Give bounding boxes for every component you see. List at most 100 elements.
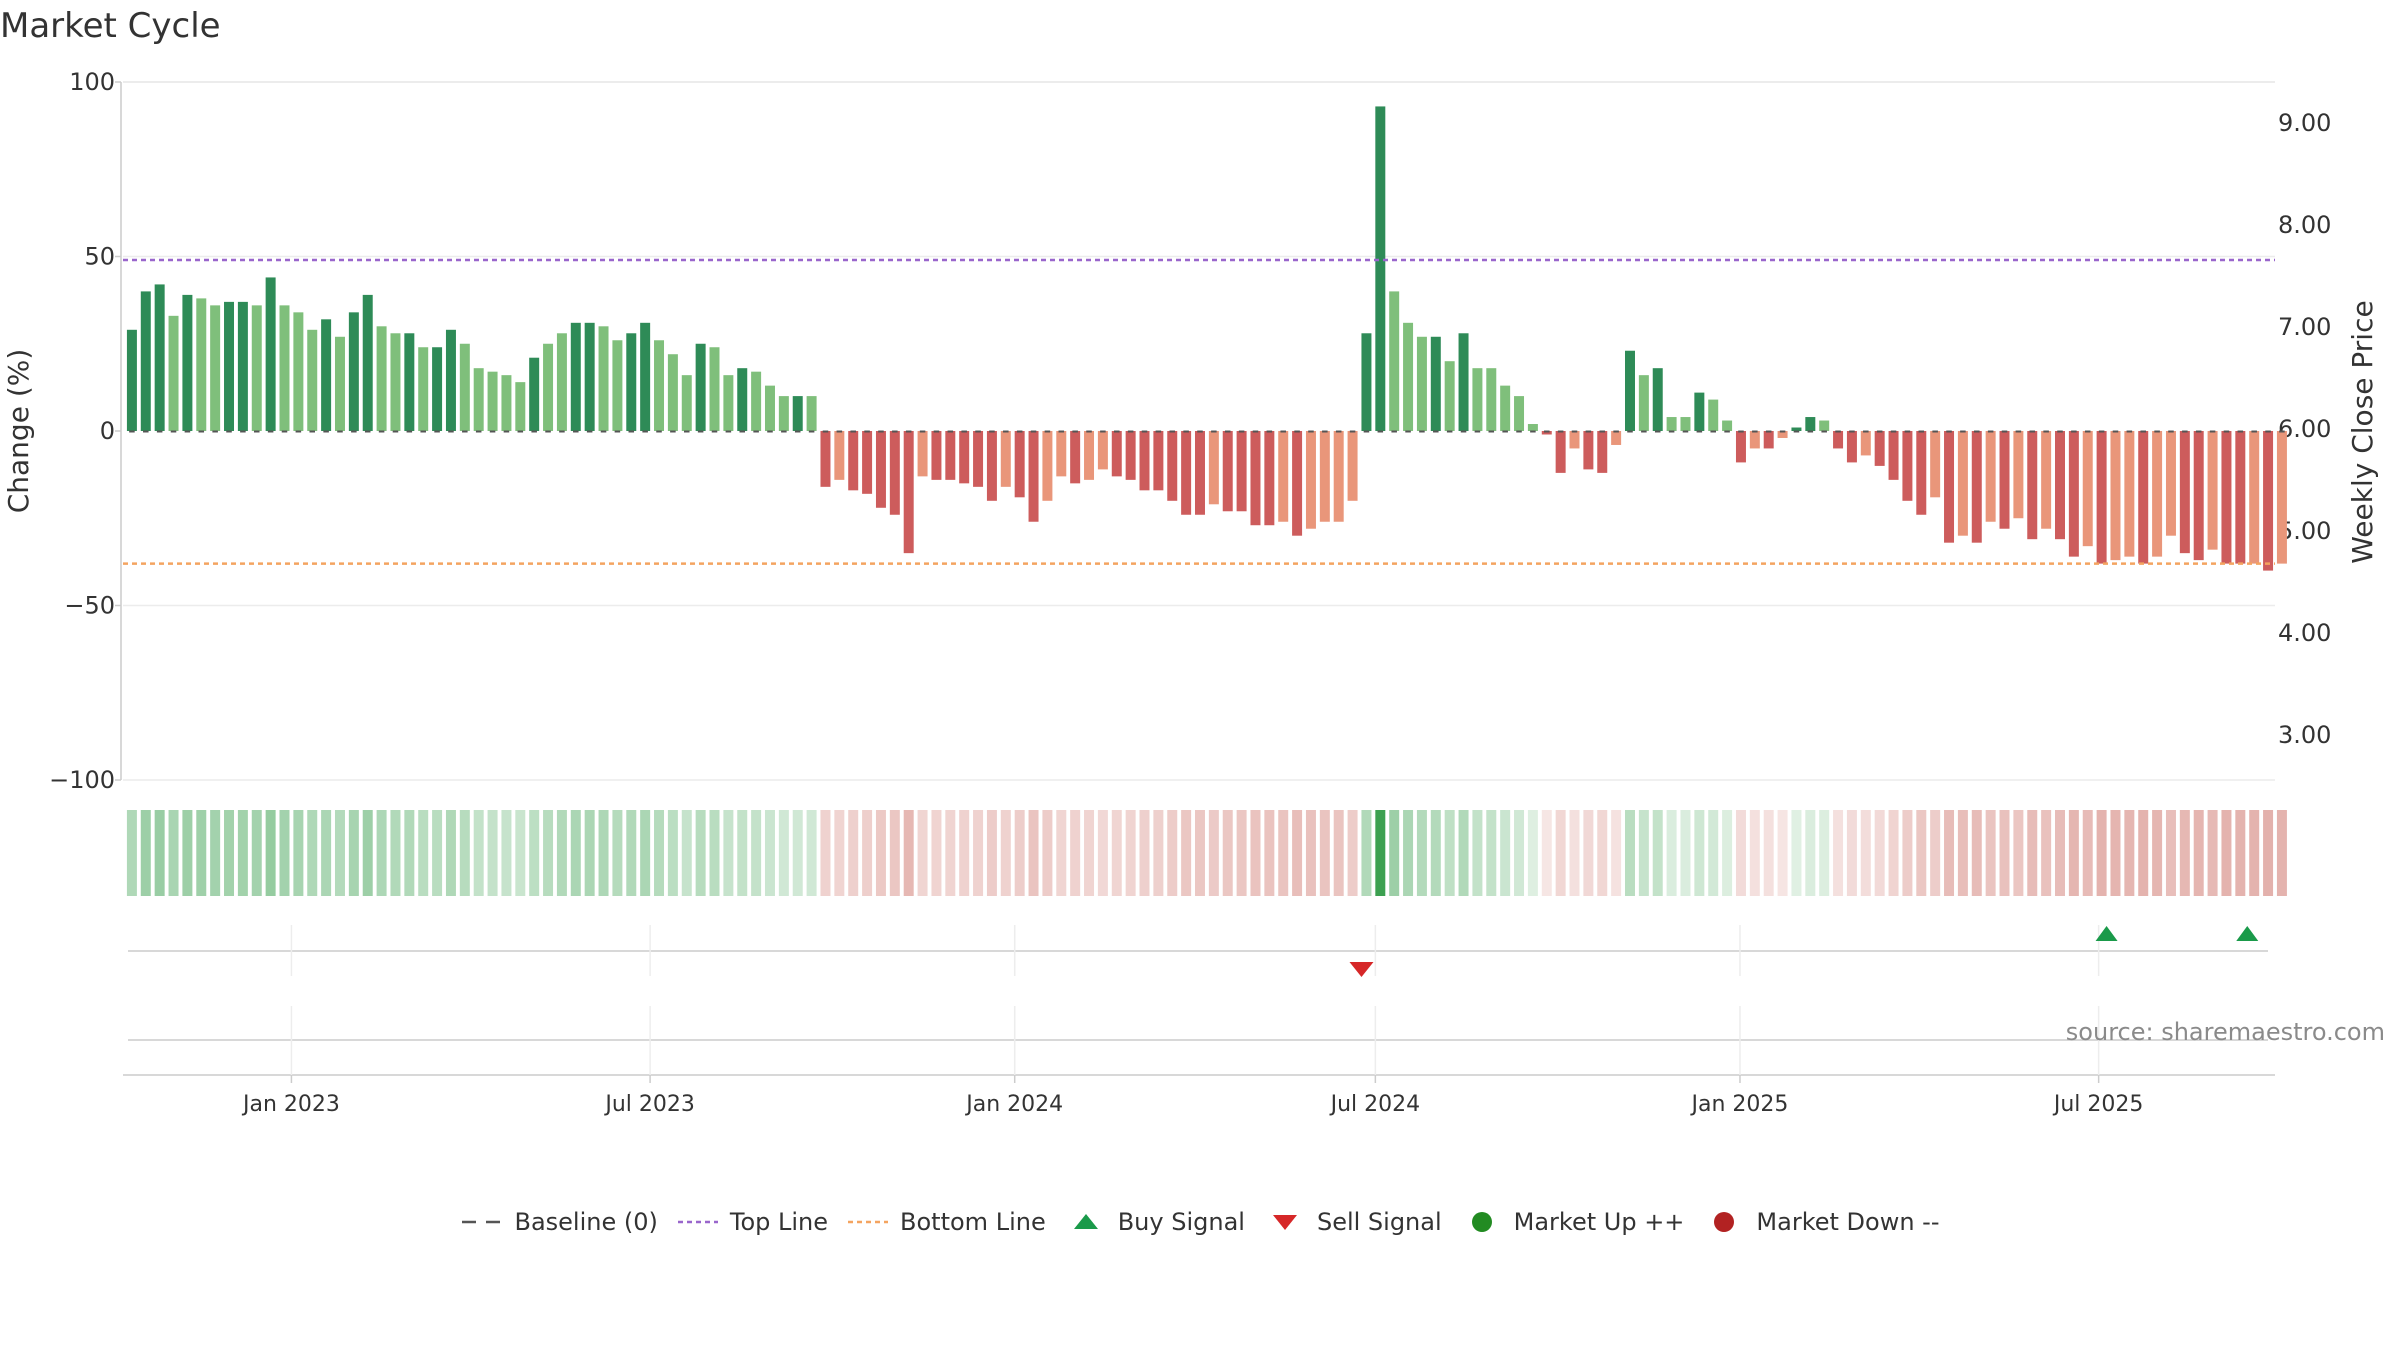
cycle-strip-cell (1444, 810, 1455, 896)
cycle-strip-cell (2068, 810, 2079, 896)
change-bar (1791, 427, 1802, 431)
change-bar (612, 340, 623, 431)
cycle-strip-cell (1236, 810, 1247, 896)
cycle-strip-cell (279, 810, 290, 896)
change-bar (1625, 350, 1635, 431)
change-bar (1999, 431, 2010, 529)
cycle-strip-cell (1833, 810, 1844, 896)
cycle-strip-cell (1708, 810, 1719, 896)
legend-item[interactable]: Sell Signal (1263, 1208, 1442, 1236)
change-bar (1181, 431, 1192, 515)
cycle-strip-cell (2110, 810, 2121, 896)
cycle-strip-cell (1749, 810, 1760, 896)
cycle-strip-cell (681, 810, 692, 896)
cycle-strip-cell (126, 810, 137, 896)
change-bar (654, 340, 665, 431)
change-bar (681, 375, 692, 431)
legend-item[interactable]: Buy Signal (1064, 1208, 1245, 1236)
cycle-strip-cell (1611, 810, 1622, 896)
y-tick-label: 100 (69, 68, 115, 96)
change-bar (1541, 431, 1552, 435)
change-bar (903, 431, 914, 554)
legend-item[interactable]: Baseline (0) (460, 1208, 658, 1236)
change-bar (1042, 431, 1053, 501)
sell-signal-marker (1349, 962, 1374, 977)
change-bar (626, 333, 637, 431)
change-bar (2068, 431, 2079, 557)
change-bar (2179, 431, 2190, 554)
change-bar (2027, 431, 2038, 540)
y-axis-title: Change (%) (2, 349, 35, 514)
change-bar (1957, 431, 1968, 536)
change-bar (376, 326, 387, 431)
x-tick-label: Jan 2023 (241, 1092, 340, 1117)
cycle-strip-cell (362, 810, 373, 896)
cycle-strip-cell (2165, 810, 2176, 896)
change-bar (1139, 431, 1150, 491)
change-bar (140, 291, 151, 431)
cycle-strip-cell (445, 810, 456, 896)
change-bar (1846, 431, 1857, 463)
change-bar (1292, 431, 1303, 536)
cycle-strip-cell (2235, 810, 2246, 896)
cycle-strip-cell (1403, 810, 1414, 896)
legend-triangle-down-icon (1272, 1215, 1297, 1230)
cycle-strip-cell (598, 810, 609, 896)
cycle-strip-cell (1084, 810, 1095, 896)
change-bar (1985, 431, 1996, 522)
legend-label: Market Down -- (1756, 1208, 1940, 1236)
change-bar (598, 326, 609, 431)
change-bar (321, 319, 332, 431)
change-bar (432, 347, 443, 431)
change-bar (1444, 361, 1455, 431)
cycle-strip-cell (959, 810, 970, 896)
legend-dash-line-icon (462, 1220, 503, 1224)
change-bar (917, 431, 928, 477)
change-bar (1014, 431, 1025, 498)
cycle-strip-cell (917, 810, 928, 896)
legend-item[interactable]: Bottom Line (846, 1208, 1046, 1236)
chart-title: Market Cycle (0, 6, 221, 46)
legend-item[interactable]: Market Up ++ (1460, 1208, 1684, 1236)
y2-tick-label: 4.00 (2278, 619, 2331, 647)
change-bar (251, 305, 262, 431)
cycle-strip-cell (1361, 810, 1372, 896)
change-bar (1153, 431, 1164, 491)
legend-label: Top Line (729, 1208, 829, 1236)
legend-triangle-up-icon (1073, 1214, 1098, 1229)
cycle-strip-cell (1500, 810, 1511, 896)
cycle-strip-cell (1805, 810, 1816, 896)
change-bar (1805, 417, 1816, 431)
cycle-strip-cell (1791, 810, 1802, 896)
change-bar (543, 343, 554, 431)
change-bar (1486, 368, 1497, 431)
legend-item[interactable]: Top Line (676, 1208, 828, 1236)
cycle-strip-cell (1985, 810, 1996, 896)
change-bar (862, 431, 873, 494)
cycle-strip-cell (640, 810, 651, 896)
change-bar (1777, 431, 1788, 438)
cycle-strip-cell (931, 810, 942, 896)
change-bar (362, 294, 373, 431)
cycle-strip-cell (1541, 810, 1552, 896)
source-label: source: sharemaestro.com (2065, 1018, 2385, 1046)
cycle-strip-cell (140, 810, 151, 896)
change-bar (279, 305, 290, 431)
cycle-strip-cell (1458, 810, 1469, 896)
change-bar (1000, 431, 1011, 487)
buy-signal-marker (2236, 926, 2259, 941)
legend-item[interactable]: Market Down -- (1702, 1208, 1940, 1236)
change-bar (2096, 431, 2107, 564)
change-bar (2138, 431, 2149, 564)
legend-label: Baseline (0) (514, 1208, 658, 1236)
cycle-strip-cell (1111, 810, 1122, 896)
y2-tick-label: 8.00 (2278, 211, 2331, 239)
cycle-strip-cell (986, 810, 997, 896)
cycle-strip-cell (2249, 810, 2260, 896)
cycle-strip-cell (1597, 810, 1608, 896)
cycle-strip-cell (2013, 810, 2024, 896)
cycle-strip-cell (1930, 810, 1941, 896)
change-bar (168, 315, 179, 431)
cycle-strip-cell (570, 810, 581, 896)
